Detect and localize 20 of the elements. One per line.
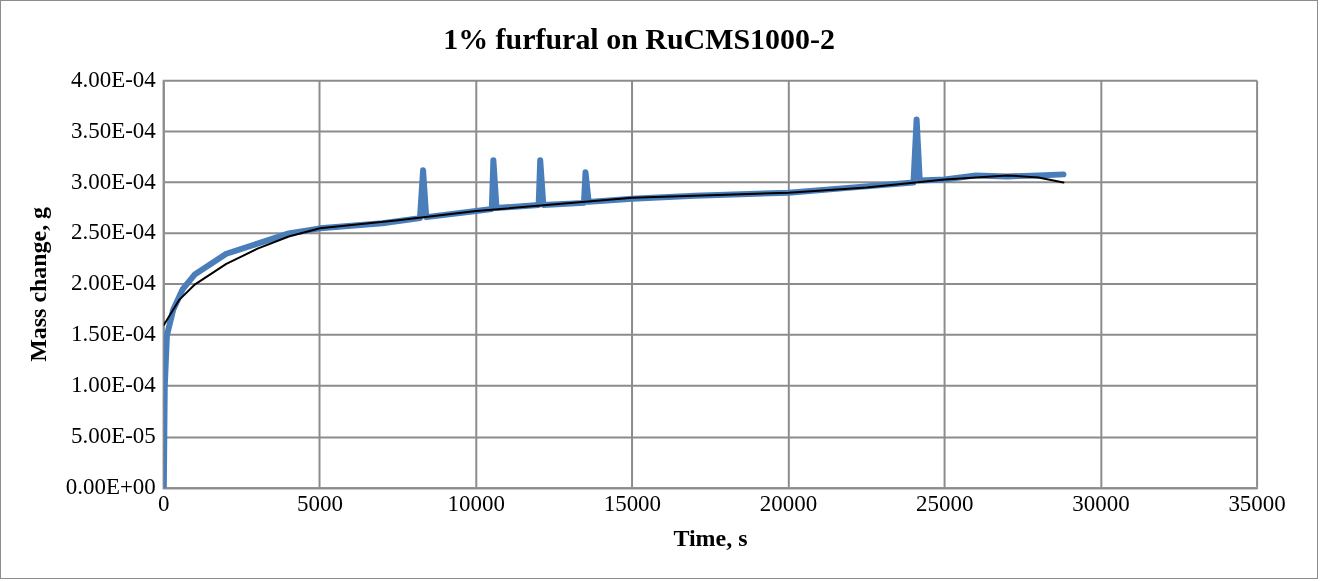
y-tick-label: 2.50E-04 xyxy=(71,219,157,245)
x-axis-title: Time, s xyxy=(673,524,748,551)
x-tick-label: 35000 xyxy=(1228,490,1286,516)
y-tick-label: 5.00E-05 xyxy=(71,423,156,449)
x-tick-label: 0 xyxy=(158,490,170,516)
y-tick-label: 1.00E-04 xyxy=(71,372,157,398)
y-tick-label: 1.50E-04 xyxy=(71,321,157,347)
y-axis-title: Mass change, g xyxy=(24,206,51,362)
x-tick-label: 5000 xyxy=(297,490,343,516)
x-tick-label: 25000 xyxy=(916,490,974,516)
y-tick-label: 4.00E-04 xyxy=(71,66,157,92)
y-tick-label: 0.00E+00 xyxy=(65,473,156,499)
x-tick-label: 15000 xyxy=(603,490,662,516)
x-tick-label: 30000 xyxy=(1072,490,1130,516)
x-tick-label: 10000 xyxy=(447,490,505,516)
y-tick-label: 2.00E-04 xyxy=(71,270,157,296)
y-tick-label: 3.50E-04 xyxy=(71,117,157,143)
y-tick-label: 3.00E-04 xyxy=(71,168,157,194)
chart-title: 1% furfural on RuCMS1000-2 xyxy=(443,21,835,55)
x-tick-label: 20000 xyxy=(759,490,818,516)
